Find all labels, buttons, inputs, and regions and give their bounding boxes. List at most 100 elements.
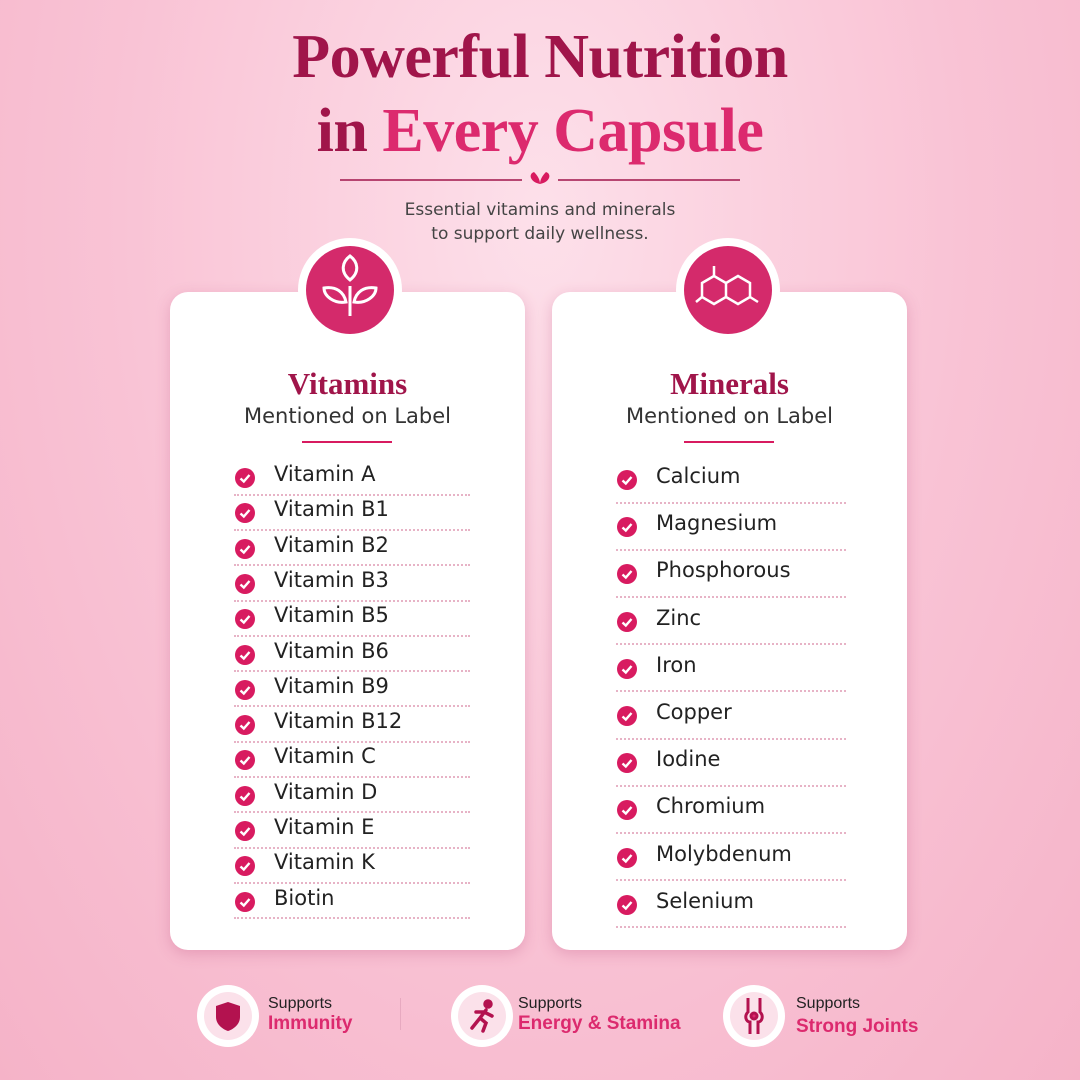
check-mark	[239, 862, 251, 872]
check-mark	[621, 712, 633, 722]
list-item: Vitamin C	[274, 744, 376, 769]
card-title: Minerals	[670, 366, 789, 401]
check-mark	[621, 853, 633, 863]
list-item: Biotin	[274, 885, 335, 910]
badge-label: Supports	[268, 995, 333, 1012]
check-icon	[235, 679, 255, 700]
check-icon	[235, 573, 255, 594]
title-line-2: in Every Capsule	[0, 96, 1080, 167]
check-icon	[617, 470, 637, 490]
check-mark	[239, 544, 251, 554]
dotted-separator	[234, 776, 470, 779]
check-icon	[617, 611, 637, 632]
card-subtitle: Mentioned on Label	[244, 404, 451, 428]
list-item: Iodine	[656, 747, 721, 772]
check-mark	[621, 617, 633, 627]
list-item: Molybdenum	[656, 841, 792, 866]
list-item: Calcium	[656, 464, 741, 488]
list-item: Phosphorous	[656, 558, 791, 583]
list-item: Vitamin K	[274, 850, 375, 875]
check-mark	[239, 791, 251, 801]
title-underline	[684, 441, 774, 443]
immunity-icon	[197, 985, 259, 1047]
dotted-separator	[616, 926, 846, 929]
dotted-separator	[616, 501, 846, 504]
list-item: Vitamin B9	[274, 673, 389, 698]
mineral-icon	[676, 238, 780, 342]
check-icon	[235, 644, 255, 665]
check-mark	[621, 523, 633, 533]
list-item: Vitamin A	[274, 462, 376, 486]
check-mark	[239, 897, 251, 907]
check-icon	[235, 468, 255, 488]
check-icon	[617, 847, 637, 868]
subtitle-line-1: Essential vitamins and minerals	[404, 200, 676, 220]
list-item: Vitamin B12	[274, 709, 403, 734]
list-item: Vitamin D	[274, 779, 378, 804]
check-icon	[235, 785, 255, 806]
check-icon	[235, 503, 255, 524]
card-subtitle: Mentioned on Label	[626, 404, 833, 428]
list-item: Chromium	[656, 794, 766, 819]
list-item: Zinc	[656, 605, 702, 630]
dotted-separator	[234, 564, 470, 567]
card	[170, 292, 525, 950]
check-mark	[621, 665, 633, 675]
card-title: Vitamins	[287, 366, 408, 401]
check-icon	[235, 609, 255, 630]
check-icon	[235, 891, 255, 912]
list-item: Vitamin B6	[274, 638, 389, 663]
dotted-separator	[234, 528, 470, 531]
list-item: Vitamin B5	[274, 603, 389, 628]
list-item: Copper	[656, 700, 732, 724]
check-icon	[617, 800, 637, 821]
check-mark	[239, 827, 251, 837]
list-item: Vitamin B1	[274, 497, 389, 522]
check-icon	[235, 856, 255, 877]
list-item: Vitamin B3	[274, 567, 389, 592]
dotted-separator	[616, 596, 846, 598]
check-icon	[617, 564, 637, 585]
check-mark	[239, 756, 251, 766]
dotted-separator	[234, 917, 470, 920]
dotted-separator	[234, 670, 470, 673]
dotted-separator	[616, 879, 846, 882]
check-icon	[617, 894, 637, 915]
check-mark	[621, 806, 633, 816]
vitamin-icon	[298, 238, 402, 342]
dotted-separator	[234, 740, 470, 743]
dotted-separator	[616, 643, 846, 646]
check-mark	[239, 474, 251, 484]
badge-highlight: Immunity	[268, 1013, 353, 1034]
title-line-1: Powerful Nutrition	[292, 23, 788, 91]
dotted-separator	[616, 548, 846, 551]
subtitle-line-2: to support daily wellness.	[431, 224, 649, 244]
dotted-separator	[234, 846, 470, 849]
check-mark	[239, 686, 251, 696]
list-item: Magnesium	[656, 511, 778, 536]
check-icon	[235, 821, 255, 841]
dotted-separator	[234, 881, 470, 884]
list-item: Iron	[656, 652, 697, 677]
check-mark	[239, 650, 251, 660]
check-icon	[235, 750, 255, 771]
check-mark	[239, 615, 251, 625]
check-icon	[617, 753, 637, 774]
check-icon	[617, 658, 637, 679]
dotted-separator	[234, 634, 470, 637]
list-item: Vitamin E	[274, 815, 375, 839]
check-icon	[617, 517, 637, 538]
title-dark: in	[316, 97, 368, 165]
list-item: Selenium	[656, 888, 754, 913]
list-item: Vitamin B2	[274, 532, 389, 557]
badge-highlight: Energy & Stamina	[518, 1013, 681, 1034]
dotted-separator	[234, 705, 470, 708]
badge-separator	[400, 998, 401, 1030]
card	[552, 292, 907, 950]
dotted-separator	[616, 690, 846, 693]
dotted-separator	[234, 493, 470, 496]
dotted-separator	[234, 599, 470, 602]
check-icon	[617, 706, 637, 726]
check-mark	[621, 759, 633, 769]
